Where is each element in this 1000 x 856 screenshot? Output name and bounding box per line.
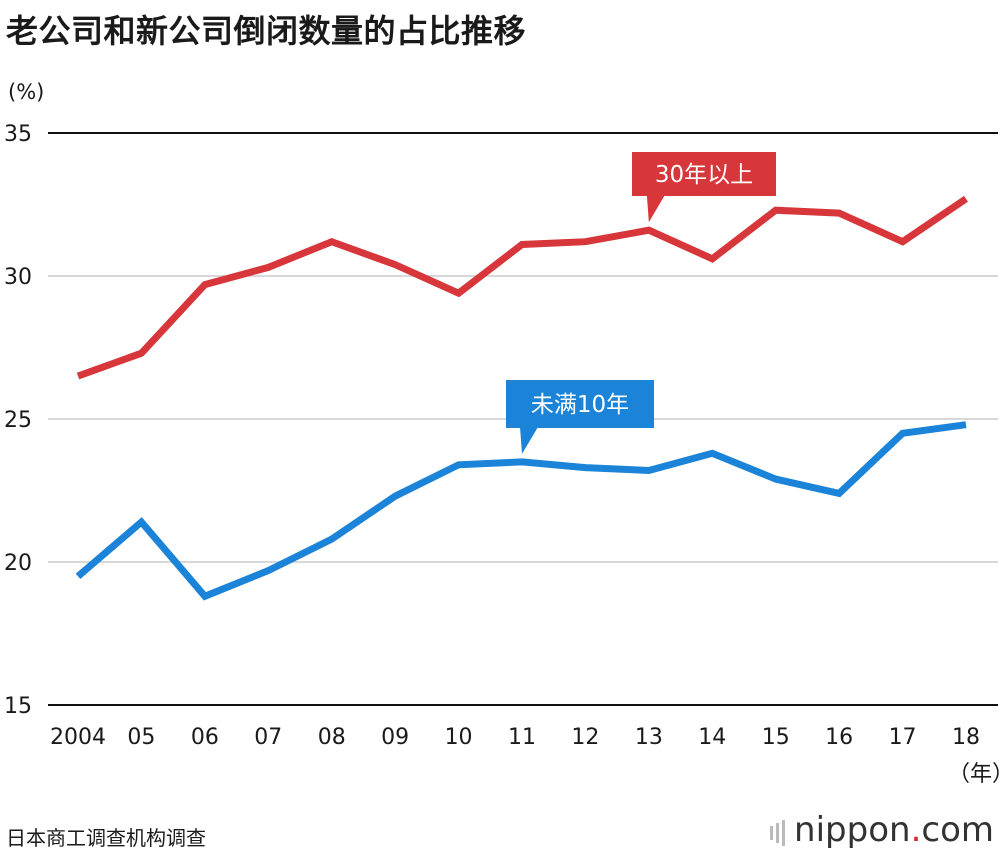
x-tick-label: 08 xyxy=(318,725,346,750)
x-tick-label: 06 xyxy=(191,725,219,750)
x-tick-label: 17 xyxy=(889,725,917,750)
x-tick-label: 11 xyxy=(508,725,536,750)
series-line-over-30-years xyxy=(76,195,968,380)
x-tick-label: 10 xyxy=(445,725,473,750)
x-tick-label: 16 xyxy=(825,725,853,750)
callout-label: 未满10年 xyxy=(531,392,629,418)
x-tick-label: 07 xyxy=(254,725,282,750)
x-tick-label: 15 xyxy=(762,725,790,750)
line-chart: 15 20 25 30 35 2004 05 06 07 08 09 10 11 12 13 14 15 16 1… xyxy=(4,122,998,750)
y-tick-label: 20 xyxy=(4,551,32,576)
x-tick-label: 14 xyxy=(698,725,726,750)
x-tick-label: 18 xyxy=(952,725,980,750)
logo-bars-icon xyxy=(770,812,788,852)
callout-label: 30年以上 xyxy=(655,162,753,188)
callout-box xyxy=(632,152,776,196)
series-callout: 未满10年 xyxy=(506,380,654,454)
y-axis-unit: (%) xyxy=(8,80,45,104)
y-tick-label: 15 xyxy=(4,694,32,719)
y-tick-label: 30 xyxy=(4,265,32,290)
x-axis-unit: （年） xyxy=(948,762,1000,787)
chart-title: 老公司和新公司倒闭数量的占比推移 xyxy=(6,12,527,50)
x-tick-label: 13 xyxy=(635,725,663,750)
x-tick-label: 2004 xyxy=(50,725,106,750)
series-callout: 30年以上 xyxy=(632,152,776,223)
y-tick-label: 25 xyxy=(4,408,32,433)
source-note: 日本商工调查机构调查 xyxy=(6,826,206,850)
callout-pointer xyxy=(646,195,665,223)
callout-pointer xyxy=(520,427,538,454)
callout-box xyxy=(506,380,654,428)
x-tick-label: 05 xyxy=(127,725,155,750)
x-tick-label: 09 xyxy=(381,725,409,750)
x-tick-label: 12 xyxy=(571,725,599,750)
nippon-logo: nippon.com xyxy=(770,810,994,852)
y-tick-label: 35 xyxy=(4,122,32,147)
